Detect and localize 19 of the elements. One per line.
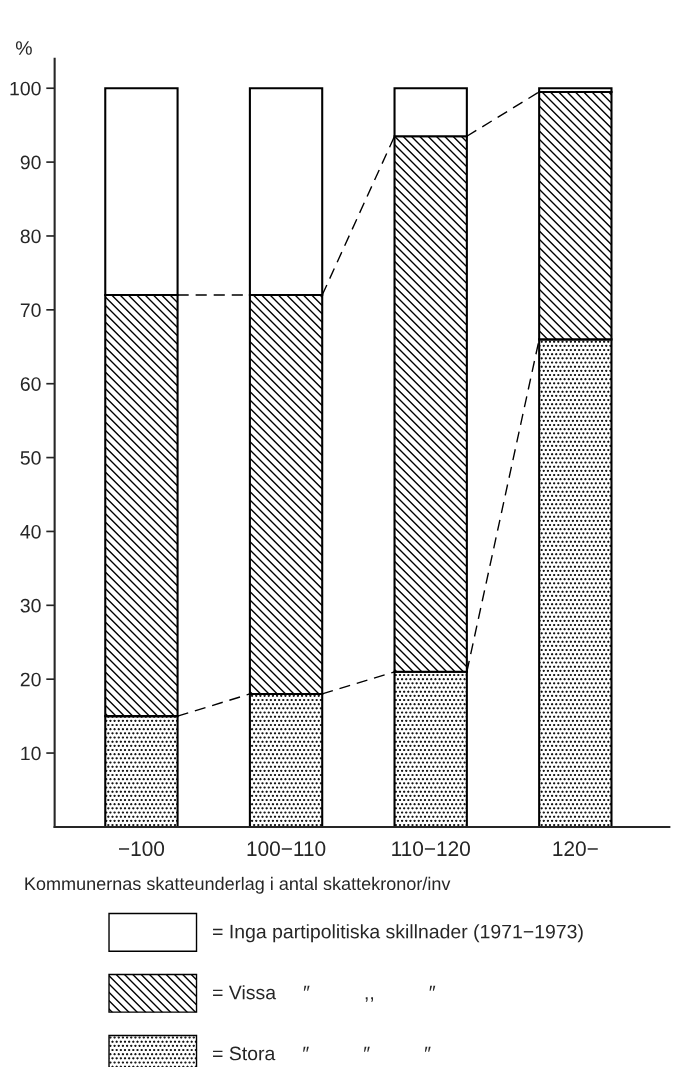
y-tick-label: 70 xyxy=(20,303,41,318)
x-tick-label: 120− xyxy=(553,841,598,857)
y-tick-label: 90 xyxy=(20,155,41,170)
y-tick-label: 60 xyxy=(20,377,41,391)
y-tick-label: 100 xyxy=(10,81,41,96)
x-tick-label: 100−110 xyxy=(247,841,326,857)
y-tick-label: 50 xyxy=(20,451,41,465)
y-tick-label: 10 xyxy=(21,746,41,761)
y-axis-title: % xyxy=(15,41,32,55)
y-tick-label: 80 xyxy=(20,229,41,244)
y-tick-label: 20 xyxy=(20,672,41,687)
legend-label: = Inga partipolitiska skillnader (1971−1973) xyxy=(213,924,583,943)
y-tick-label: 40 xyxy=(20,524,41,539)
legend-label: = Stora ″ ″ ″ xyxy=(213,1046,431,1061)
x-tick-label: 110−120 xyxy=(392,841,470,857)
x-tick-label: −100 xyxy=(118,841,165,857)
y-tick-label: 30 xyxy=(20,598,41,613)
legend-label: = Vissa ″ ,, ″ xyxy=(213,985,436,1002)
x-axis-title: Kommunernas skatteunderlag i antal skattekronor/inv xyxy=(25,876,451,894)
